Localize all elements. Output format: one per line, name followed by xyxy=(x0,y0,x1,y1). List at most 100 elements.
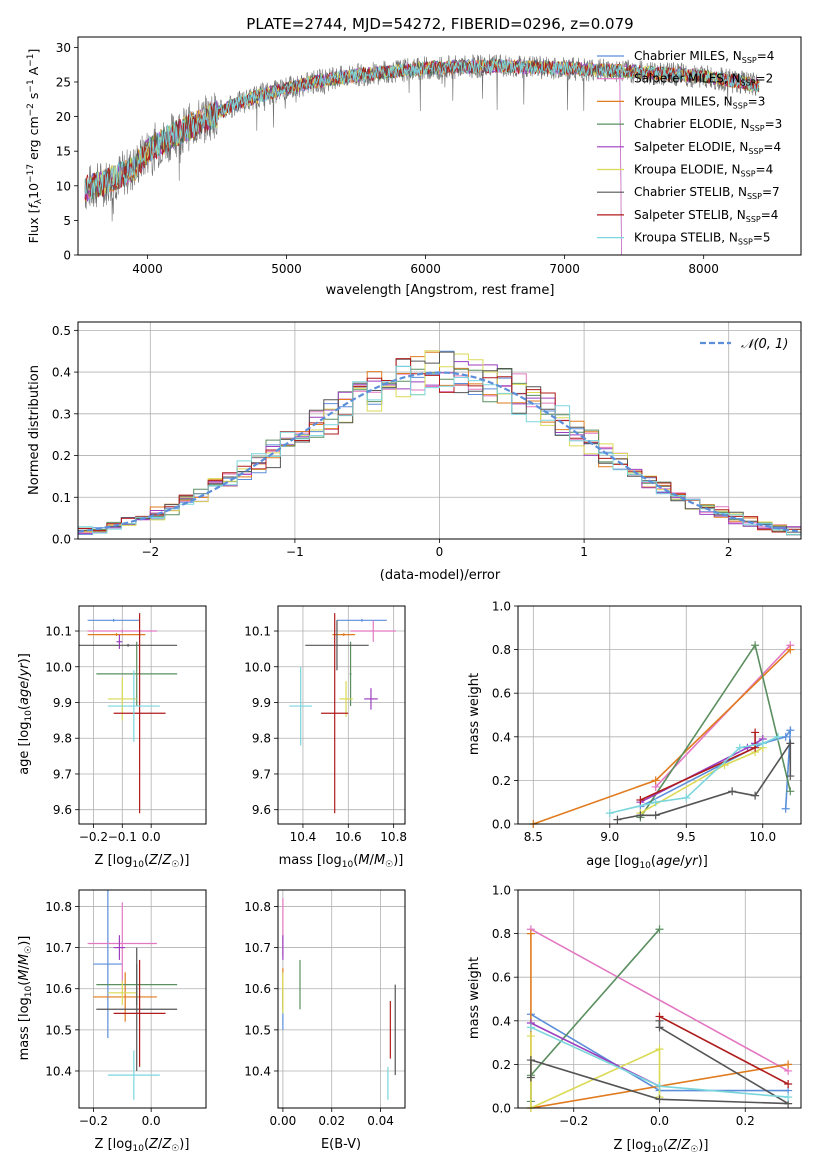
y-tick-label: 0.8 xyxy=(492,643,511,657)
mass-weight-marker xyxy=(728,787,737,796)
mass-weight-marker xyxy=(526,1023,535,1032)
model-spectrum xyxy=(84,58,622,255)
mass-weight-line xyxy=(659,1015,789,1085)
y-tick-label: 0 xyxy=(63,249,71,263)
mass-weight-line xyxy=(530,928,661,1102)
x-tick-label: 0 xyxy=(436,545,444,559)
y-tick-label: 9.9 xyxy=(252,696,271,710)
legend-subscript: SSP xyxy=(733,101,748,110)
mass-weight-marker xyxy=(526,1073,535,1082)
y-tick-label: 10.7 xyxy=(45,941,72,955)
legend-subscript: SSP xyxy=(741,170,756,179)
panel-frame xyxy=(277,889,406,1109)
y-tick-label: 10.6 xyxy=(244,982,271,996)
legend-subscript: SSP xyxy=(750,124,765,133)
x-tick-label: 9.5 xyxy=(677,830,696,844)
y-tick-label: 30 xyxy=(56,41,71,55)
spectrum-frame xyxy=(77,36,802,256)
y-tick-label: 10 xyxy=(56,179,71,193)
grid xyxy=(278,890,405,1108)
mass-weight-line xyxy=(530,928,789,1072)
mass-weight-marker xyxy=(786,772,795,781)
panel-frame xyxy=(78,889,207,1109)
residual-ticks: −2 −1 0 1 2 0.0 0.1 0.2 0.3 0.4 0.5 xyxy=(52,324,733,559)
mass-weight-marker xyxy=(613,815,622,824)
x-tick-label: 7000 xyxy=(549,262,580,276)
y-tick-label: 0.4 xyxy=(492,1014,511,1028)
mass-weight-marker xyxy=(786,787,795,796)
y-tick-label: 20 xyxy=(56,110,71,124)
mass-weight-marker xyxy=(774,732,783,741)
mass-weight-marker xyxy=(751,728,760,737)
y-tick-label: 10.4 xyxy=(45,1064,72,1078)
y-tick-label: 15 xyxy=(56,145,71,159)
legend-subscript: SSP xyxy=(741,79,756,88)
y-tick-label: 5 xyxy=(63,214,71,228)
x-tick-label: 8000 xyxy=(688,262,719,276)
mass-weight-line xyxy=(640,747,764,814)
legend-subscript: SSP xyxy=(742,56,757,65)
y-tick-label: 9.8 xyxy=(252,732,271,746)
legend-count: =2 xyxy=(756,72,774,86)
mass-vs-ebv-xlabel: E(B-V) xyxy=(321,1137,361,1152)
panel-frame xyxy=(517,605,802,825)
legend-label: Chabrier MILES, NSSP=4 xyxy=(634,49,774,65)
x-tick-label: 10.4 xyxy=(290,830,317,844)
mass-weight-marker xyxy=(655,1045,664,1054)
age-vs-mass-xlabel: mass [log10(M/M☉)] xyxy=(279,853,404,870)
mass-weight-marker xyxy=(781,804,790,813)
legend-count: =3 xyxy=(765,117,783,131)
mass-weight-marker xyxy=(605,809,614,818)
x-tick-label: 0.0 xyxy=(142,1114,161,1128)
y-tick-label: 0.1 xyxy=(52,491,71,505)
y-tick-label: 0.5 xyxy=(52,324,71,338)
legend-label: Salpeter ELODIE, NSSP=4 xyxy=(634,140,781,156)
y-tick-label: 0.4 xyxy=(492,730,511,744)
mass-weight-marker xyxy=(784,1093,793,1102)
x-tick-label: −1 xyxy=(286,545,304,559)
x-tick-label: −0.2 xyxy=(79,830,108,844)
spectrum-panel: 4000 5000 6000 7000 8000 0 5 10 15 20 25 30 PLATE=2… xyxy=(26,15,802,298)
x-tick-label: 10.8 xyxy=(380,830,407,844)
mass-weight-marker xyxy=(784,1060,793,1069)
spectrum-legend: Chabrier MILES, NSSP=4 Salpeter MILES, NS… xyxy=(597,49,782,247)
mass-weight-marker xyxy=(655,1082,664,1091)
mass-weight-marker xyxy=(651,798,660,807)
residual-ylabel: Normed distribution xyxy=(27,365,42,495)
spectrum-ylabel: Flux [fλ10−17 erg cm−2 s−1 A−1] xyxy=(26,49,44,244)
y-tick-label: 0.8 xyxy=(492,927,511,941)
mass-weight-marker xyxy=(735,743,744,752)
y-tick-label: 0.3 xyxy=(52,407,71,421)
x-tick-label: 0.0 xyxy=(650,1114,669,1128)
y-tick-label: 9.8 xyxy=(53,732,72,746)
y-tick-label: 0.2 xyxy=(492,774,511,788)
spectrum-lines xyxy=(84,54,760,255)
mass-weight-vs-age-ylabel: mass weight xyxy=(467,673,482,755)
panel-frame xyxy=(277,605,406,825)
mass-weight-vs-Z-panel: −0.2 0.0 0.2 0.0 0.2 0.4 0.6 0.8 1.0 xyxy=(492,884,802,1128)
grid xyxy=(278,606,405,824)
y-tick-label: 10.5 xyxy=(244,1023,271,1037)
mass-weight-vs-age-panel: 8.5 9.0 9.5 10.0 0.0 0.2 0.4 0.6 0.8 1.0 xyxy=(492,600,802,844)
mass-weight-marker xyxy=(781,732,790,741)
x-tick-label: 4000 xyxy=(132,262,163,276)
x-tick-label: 0.04 xyxy=(367,1114,394,1128)
x-tick-label: 10.0 xyxy=(749,830,776,844)
grid xyxy=(79,890,206,1108)
y-tick-label: 0.2 xyxy=(52,449,71,463)
x-tick-label: 0.2 xyxy=(736,1114,755,1128)
mass-weight-marker xyxy=(526,1056,535,1065)
x-tick-label: 10.6 xyxy=(335,830,362,844)
mass-vs-ebv-panel: 0.00 0.02 0.04 10.4 10.5 10.6 10.7 10.8 xyxy=(244,889,406,1128)
legend-count: =4 xyxy=(761,208,779,222)
legend-count: =4 xyxy=(757,49,775,63)
mass-weight-marker xyxy=(784,1080,793,1089)
age-vs-Z-ylabel: age [log10(age/yr)] xyxy=(17,653,34,775)
mass-weight-marker xyxy=(682,793,691,802)
mass-weight-marker xyxy=(751,791,760,800)
age-vs-Z-panel: −0.2 −0.1 0.0 9.6 9.7 9.8 9.9 10.0 10.1 xyxy=(45,605,207,844)
gaussian-legend-label: 𝒩(0, 1) xyxy=(741,337,788,352)
y-tick-label: 10.8 xyxy=(45,900,72,914)
legend-label: Kroupa MILES, NSSP=3 xyxy=(634,94,765,110)
spectrum-ticks: 4000 5000 6000 7000 8000 0 5 10 15 20 25 30 xyxy=(56,41,719,276)
